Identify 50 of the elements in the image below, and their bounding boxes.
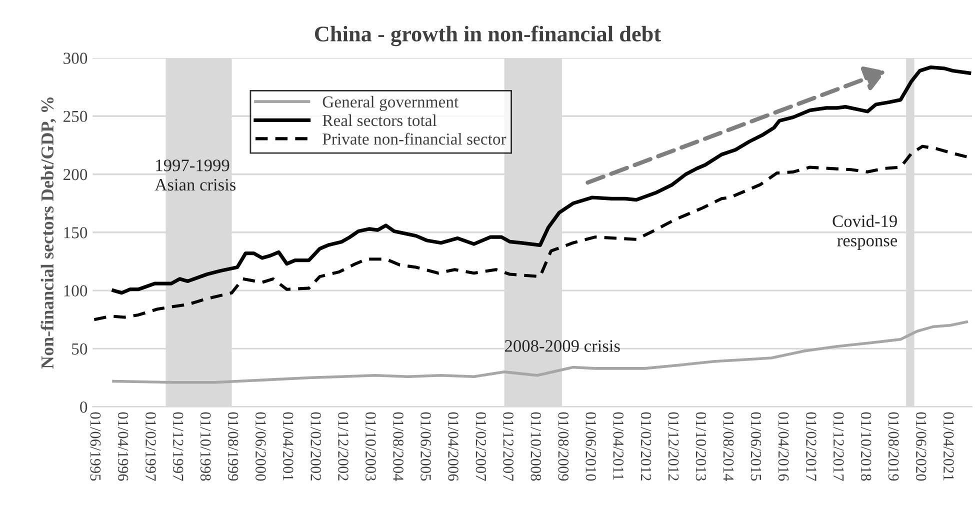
x-tick-label: 01/08/2009 (558, 412, 569, 481)
x-tick-label: 01/10/2018 (860, 412, 872, 481)
line-series (112, 320, 968, 384)
x-tick-label: 01/02/2017 (806, 412, 816, 481)
chart-title: China - growth in non-financial debt (314, 26, 662, 46)
y-tick-label: 250 (63, 110, 88, 122)
x-tick-label: 01/12/2012 (668, 412, 679, 480)
x-tick-label: 01/08/2014 (723, 412, 734, 482)
x-tick-label: 01/08/2004 (393, 412, 404, 482)
x-tick-label: 01/08/1999 (228, 412, 238, 481)
x-tick-label: 01/10/2008 (530, 412, 542, 481)
line-series (92, 144, 968, 322)
y-tick-label: 150 (64, 227, 88, 238)
legend-label: Real sectors total (322, 114, 437, 126)
x-tick-label: 01/04/2011 (613, 412, 624, 480)
x-tick-label: 01/10/2013 (696, 412, 706, 481)
x-tick-label: 01/08/2019 (888, 412, 899, 481)
x-tick-label: 01/02/2007 (476, 412, 486, 481)
x-tick-label: 01/04/1996 (118, 412, 128, 481)
x-tick-label: 01/10/2003 (366, 412, 376, 481)
x-tick-label: 01/06/2000 (256, 412, 266, 481)
y-tick-label: 50 (72, 343, 88, 355)
legend-label: Private non-financial sector (322, 132, 506, 145)
y-tick-label: 200 (63, 168, 88, 180)
y-tick-label: 300 (64, 52, 88, 64)
x-tick-label: 01/12/1997 (172, 412, 184, 481)
band-label: 1997-1999 Asian crisis (154, 160, 236, 191)
x-tick-label: 01/04/2006 (448, 412, 458, 481)
line-series (112, 65, 972, 295)
x-tick-label: 01/12/2002 (338, 412, 348, 480)
y-axis-title: Non-financial sectors Debt/GDP, % (40, 97, 56, 369)
y-tick-label: 100 (64, 285, 88, 296)
x-tick-label: 01/02/2002 (310, 412, 321, 480)
band-label: Covid-19 response (832, 214, 898, 250)
x-tick-label: 01/10/1998 (200, 412, 211, 481)
y-tick-label: 0 (80, 402, 88, 413)
band-label: 2008-2009 crisis (505, 340, 620, 352)
x-tick-label: 01/04/2016 (778, 412, 789, 481)
x-tick-label: 01/06/2010 (586, 412, 596, 481)
x-tick-label: 01/02/1997 (146, 412, 156, 481)
x-tick-label: 01/12/2017 (833, 412, 844, 481)
x-tick-label: 01/12/2007 (503, 412, 514, 481)
x-tick-label: 01/04/2021 (943, 412, 954, 480)
x-tick-label: 01/06/2005 (420, 412, 431, 481)
x-tick-label: 01/06/1995 (90, 412, 101, 481)
x-tick-label: 01/04/2001 (283, 412, 294, 480)
legend-label: General government (322, 96, 459, 111)
x-tick-label: 01/02/2012 (640, 412, 652, 480)
x-tick-label: 01/06/2020 (916, 412, 926, 481)
x-tick-label: 01/06/2015 (750, 412, 762, 481)
